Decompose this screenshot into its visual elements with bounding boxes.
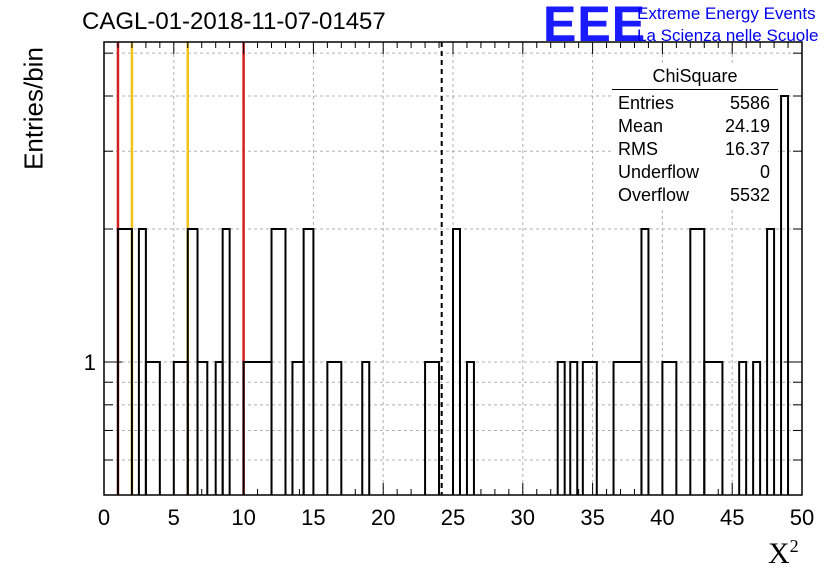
stats-row: Underflow 0 [612,161,778,184]
histogram-bar [738,360,748,495]
stats-row: Entries 5586 [612,92,778,115]
x-tick-label: 5 [168,505,180,530]
x-tick-label: 50 [790,505,814,530]
stats-label: Underflow [618,162,700,182]
stats-value: 5532 [729,185,770,205]
histogram-bar [361,360,371,495]
histogram-bars [116,94,790,495]
stats-row: RMS 16.37 [612,138,778,161]
histogram-bar [661,360,678,495]
stats-label: RMS [618,139,658,159]
x-tick-label: 15 [301,505,325,530]
chart-title: CAGL-01-2018-11-07-01457 [82,8,386,35]
x-tick-label: 40 [650,505,674,530]
x-axis-ticks: 0 5 10 15 20 25 30 35 40 45 50 [98,42,814,530]
histogram-bar [640,227,650,495]
x-tick-label: 0 [98,505,110,530]
x-tick-label: 20 [371,505,395,530]
logo-line-2: La Scienza nelle Scuole [637,26,819,45]
reference-lines [116,42,443,495]
y-axis-label: Entries/bin [18,47,49,170]
histogram-bar [302,227,315,495]
histogram-bar [465,360,475,495]
stats-title: ChiSquare [612,66,778,90]
logo-line-1: Extreme Energy Events [637,4,816,23]
x-axis-label-base: X [768,537,790,570]
x-tick-label: 10 [231,505,255,530]
stats-value: 24.19 [724,116,770,136]
stats-value: 0 [759,162,770,182]
histogram-bar [703,360,724,495]
stats-box: ChiSquare Entries 5586 Mean 24.19 RMS 16.37… [612,66,778,207]
histogram-bar [569,360,579,495]
x-tick-label: 35 [580,505,604,530]
x-axis-label-superscript: 2 [789,536,799,556]
histogram-bar [556,360,566,495]
x-axis-label: X2 [768,536,799,571]
histogram-bar [172,360,189,495]
stats-label: Entries [618,93,675,113]
y-axis-ticks: 1 [84,52,802,496]
histogram-bar [326,360,343,495]
stats-label: Mean [618,116,664,136]
histogram-bar [752,360,762,495]
histogram-bar [144,360,161,495]
histogram-bar [780,94,790,495]
histogram-bar [221,227,231,495]
histogram-bar [581,360,598,495]
eee-logo-mark: EEE [543,0,647,52]
x-tick-label: 25 [441,505,465,530]
y-tick-label: 1 [84,350,96,375]
histogram-bar [766,227,776,495]
histogram-bar [424,360,441,495]
histogram-bar [270,227,287,495]
stats-value: 5586 [729,93,770,113]
x-tick-label: 30 [511,505,535,530]
stats-row: Mean 24.19 [612,115,778,138]
stats-row: Overflow 5532 [612,184,778,207]
histogram-bar [196,360,209,495]
x-tick-label: 45 [720,505,744,530]
histogram-bar [452,227,461,495]
stats-label: Overflow [618,185,690,205]
stats-value: 16.37 [724,139,770,159]
